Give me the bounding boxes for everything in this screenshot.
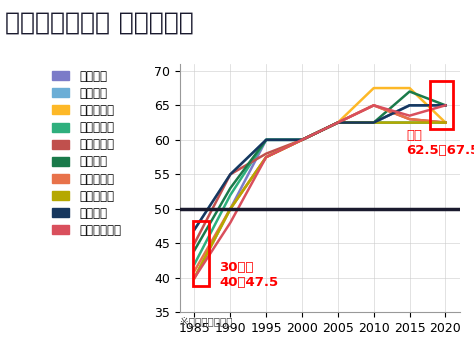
- Text: 現在
62.5〜67.5: 現在 62.5〜67.5: [406, 130, 474, 158]
- Text: ※河合塾資料より: ※河合塾資料より: [180, 316, 233, 326]
- Text: 30年前
40〜47.5: 30年前 40〜47.5: [219, 261, 279, 289]
- Legend: 杏林大医, 帝京大医, 金沢医科大, 愛知医科大, 藤田医科大, 福岡大医, 獨協医科大, 埼玉医科大, 東海大医, 聖マリ医科大: 杏林大医, 帝京大医, 金沢医科大, 愛知医科大, 藤田医科大, 福岡大医, 獨…: [52, 70, 121, 237]
- Text: 私立大学医学部 偏差値推移: 私立大学医学部 偏差値推移: [5, 11, 193, 35]
